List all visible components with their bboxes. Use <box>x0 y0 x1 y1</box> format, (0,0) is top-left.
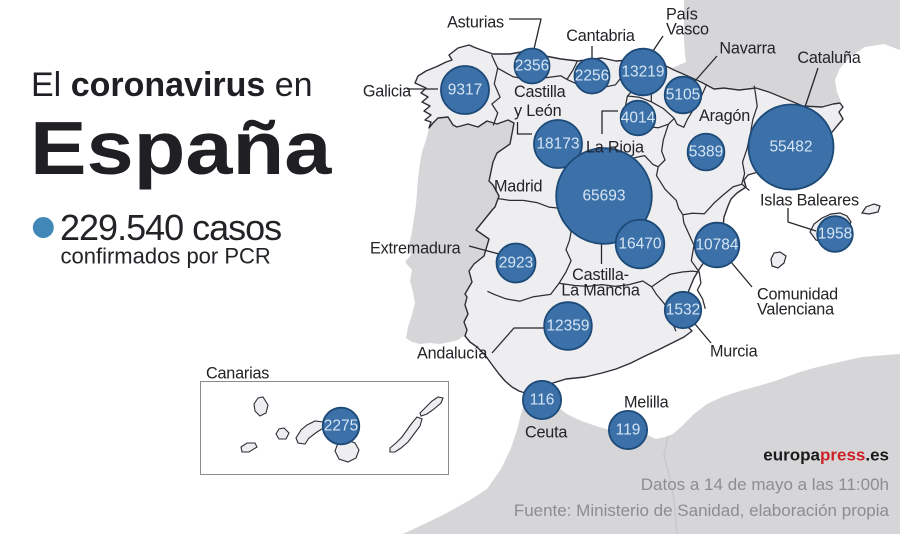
svg-text:5389: 5389 <box>689 144 723 161</box>
svg-text:65693: 65693 <box>582 188 625 205</box>
svg-text:119: 119 <box>616 422 641 439</box>
svg-text:Asturias: Asturias <box>447 14 504 32</box>
svg-text:12359: 12359 <box>546 318 589 335</box>
svg-text:Canarias: Canarias <box>206 365 269 383</box>
svg-text:9317: 9317 <box>448 82 482 99</box>
svg-text:y León: y León <box>514 102 561 120</box>
svg-text:Galicia: Galicia <box>363 83 411 101</box>
svg-text:2923: 2923 <box>499 255 533 272</box>
svg-text:10784: 10784 <box>695 237 738 254</box>
svg-text:Datos a 14 de mayo a las 11:00: Datos a 14 de mayo a las 11:00h <box>641 475 889 494</box>
svg-text:18173: 18173 <box>536 136 579 153</box>
svg-text:229.540 casos: 229.540 casos <box>60 207 281 248</box>
svg-text:2275: 2275 <box>324 418 358 435</box>
svg-text:5105: 5105 <box>666 87 700 104</box>
svg-text:2256: 2256 <box>575 68 609 85</box>
svg-text:2356: 2356 <box>515 58 549 75</box>
svg-text:55482: 55482 <box>769 139 812 156</box>
svg-text:1958: 1958 <box>818 226 852 243</box>
svg-text:Navarra: Navarra <box>719 40 775 58</box>
svg-text:Castilla-: Castilla- <box>572 266 629 284</box>
svg-text:1532: 1532 <box>666 302 700 319</box>
svg-text:Extremadura: Extremadura <box>370 240 461 258</box>
svg-text:País: País <box>666 6 698 24</box>
svg-text:16470: 16470 <box>618 236 661 253</box>
svg-text:El coronavirus en: El coronavirus en <box>31 66 313 104</box>
svg-text:Cantabria: Cantabria <box>566 27 635 45</box>
svg-text:Aragón: Aragón <box>699 107 750 125</box>
svg-text:Melilla: Melilla <box>624 394 669 412</box>
svg-text:Islas Baleares: Islas Baleares <box>760 192 859 210</box>
svg-text:España: España <box>30 107 333 190</box>
svg-text:Vasco: Vasco <box>666 21 709 39</box>
svg-text:Castilla: Castilla <box>514 83 566 101</box>
svg-text:Fuente: Ministerio de Sanidad,: Fuente: Ministerio de Sanidad, elaboraci… <box>514 501 890 520</box>
svg-text:Madrid: Madrid <box>494 178 542 196</box>
svg-text:La Rioja: La Rioja <box>586 139 644 157</box>
svg-text:Ceuta: Ceuta <box>525 424 567 442</box>
svg-text:116: 116 <box>530 392 555 409</box>
svg-text:confirmados por PCR: confirmados por PCR <box>61 244 271 269</box>
svg-text:La Mancha: La Mancha <box>561 282 639 300</box>
svg-text:13219: 13219 <box>621 64 664 81</box>
svg-text:europapress.es: europapress.es <box>763 446 889 465</box>
svg-text:Andalucía: Andalucía <box>417 345 487 363</box>
svg-text:Comunidad: Comunidad <box>757 286 838 304</box>
svg-text:4014: 4014 <box>621 110 656 127</box>
svg-text:Cataluña: Cataluña <box>797 49 860 67</box>
svg-text:Valenciana: Valenciana <box>757 301 834 319</box>
svg-text:Murcia: Murcia <box>710 343 758 361</box>
